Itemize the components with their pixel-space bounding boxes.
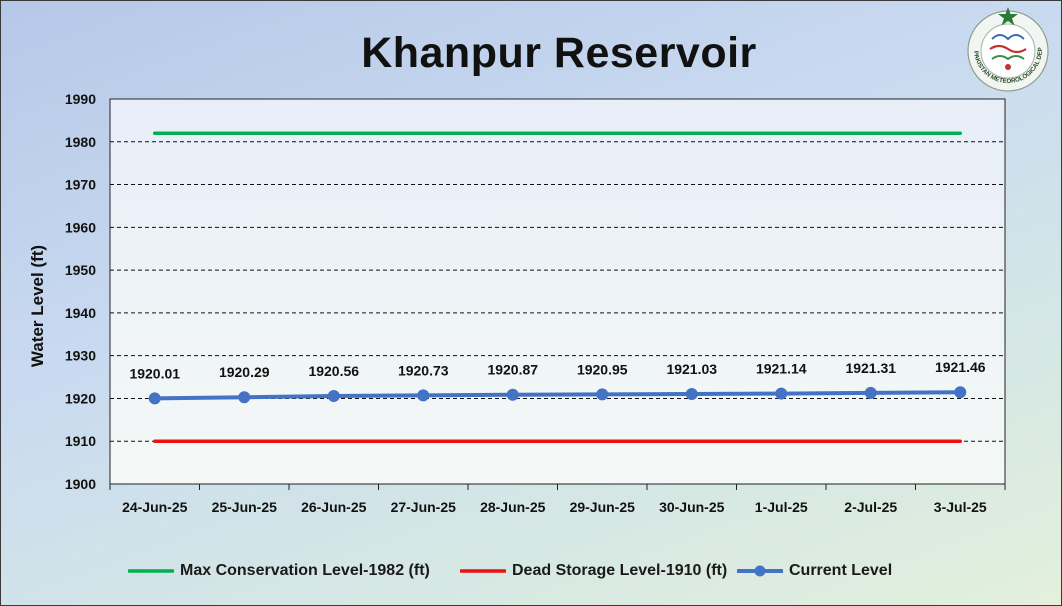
x-tick-label: 24-Jun-25 bbox=[122, 499, 188, 515]
x-tick-label: 27-Jun-25 bbox=[391, 499, 457, 515]
data-label: 1920.01 bbox=[129, 365, 180, 381]
data-label: 1920.73 bbox=[398, 362, 449, 378]
data-point bbox=[148, 392, 161, 405]
y-tick-label: 1950 bbox=[65, 262, 96, 278]
data-label: 1921.03 bbox=[666, 361, 717, 377]
y-tick-label: 1910 bbox=[65, 433, 96, 449]
x-tick-label: 28-Jun-25 bbox=[480, 499, 546, 515]
y-tick-label: 1930 bbox=[65, 348, 96, 364]
legend-swatch bbox=[737, 565, 783, 577]
data-label: 1920.95 bbox=[577, 361, 628, 377]
x-tick-label: 3-Jul-25 bbox=[934, 499, 987, 515]
y-tick-label: 1920 bbox=[65, 390, 96, 406]
chart-title: Khanpur Reservoir bbox=[361, 29, 757, 77]
legend-item: Current Level bbox=[737, 559, 892, 583]
legend-item: Max Conservation Level-1982 (ft) bbox=[128, 559, 430, 583]
chart-legend: Max Conservation Level-1982 (ft) Dead Sto… bbox=[1, 559, 1061, 583]
data-label: 1921.31 bbox=[845, 360, 896, 376]
data-point bbox=[506, 388, 519, 401]
data-point bbox=[864, 386, 877, 399]
plot-area bbox=[109, 98, 1006, 485]
data-label: 1921.46 bbox=[935, 359, 986, 375]
series-line-current-level bbox=[152, 390, 963, 401]
data-point bbox=[327, 390, 340, 403]
y-tick-label: 1990 bbox=[65, 91, 96, 107]
data-label: 1920.87 bbox=[487, 362, 538, 378]
y-tick-label: 1900 bbox=[65, 476, 96, 492]
x-tick-label: 1-Jul-25 bbox=[755, 499, 808, 515]
legend-item: Dead Storage Level-1910 (ft) bbox=[460, 559, 727, 583]
data-label: 1920.56 bbox=[308, 363, 359, 379]
data-point bbox=[954, 386, 967, 399]
x-tick-label: 29-Jun-25 bbox=[570, 499, 636, 515]
legend-swatch bbox=[460, 569, 506, 573]
data-point bbox=[775, 387, 788, 400]
y-tick-label: 1940 bbox=[65, 305, 96, 321]
data-point bbox=[596, 388, 609, 401]
x-tick-label: 2-Jul-25 bbox=[844, 499, 897, 515]
y-tick-label: 1980 bbox=[65, 134, 96, 150]
data-label: 1921.14 bbox=[756, 361, 807, 377]
data-label: 1920.29 bbox=[219, 364, 270, 380]
data-point bbox=[685, 388, 698, 401]
legend-label: Current Level bbox=[789, 562, 893, 579]
data-point bbox=[417, 389, 430, 402]
legend-swatch bbox=[128, 569, 174, 573]
legend-label: Max Conservation Level-1982 (ft) bbox=[180, 562, 430, 579]
x-tick-label: 30-Jun-25 bbox=[659, 499, 725, 515]
pmd-logo-icon: PAKISTAN METEOROLOGICAL DEPARTMENT bbox=[962, 5, 1049, 92]
data-point bbox=[238, 391, 251, 404]
x-tick-label: 26-Jun-25 bbox=[301, 499, 367, 515]
y-tick-label: 1970 bbox=[65, 177, 96, 193]
x-tick-label: 25-Jun-25 bbox=[212, 499, 278, 515]
legend-label: Dead Storage Level-1910 (ft) bbox=[512, 562, 728, 579]
y-tick-label: 1960 bbox=[65, 219, 96, 235]
